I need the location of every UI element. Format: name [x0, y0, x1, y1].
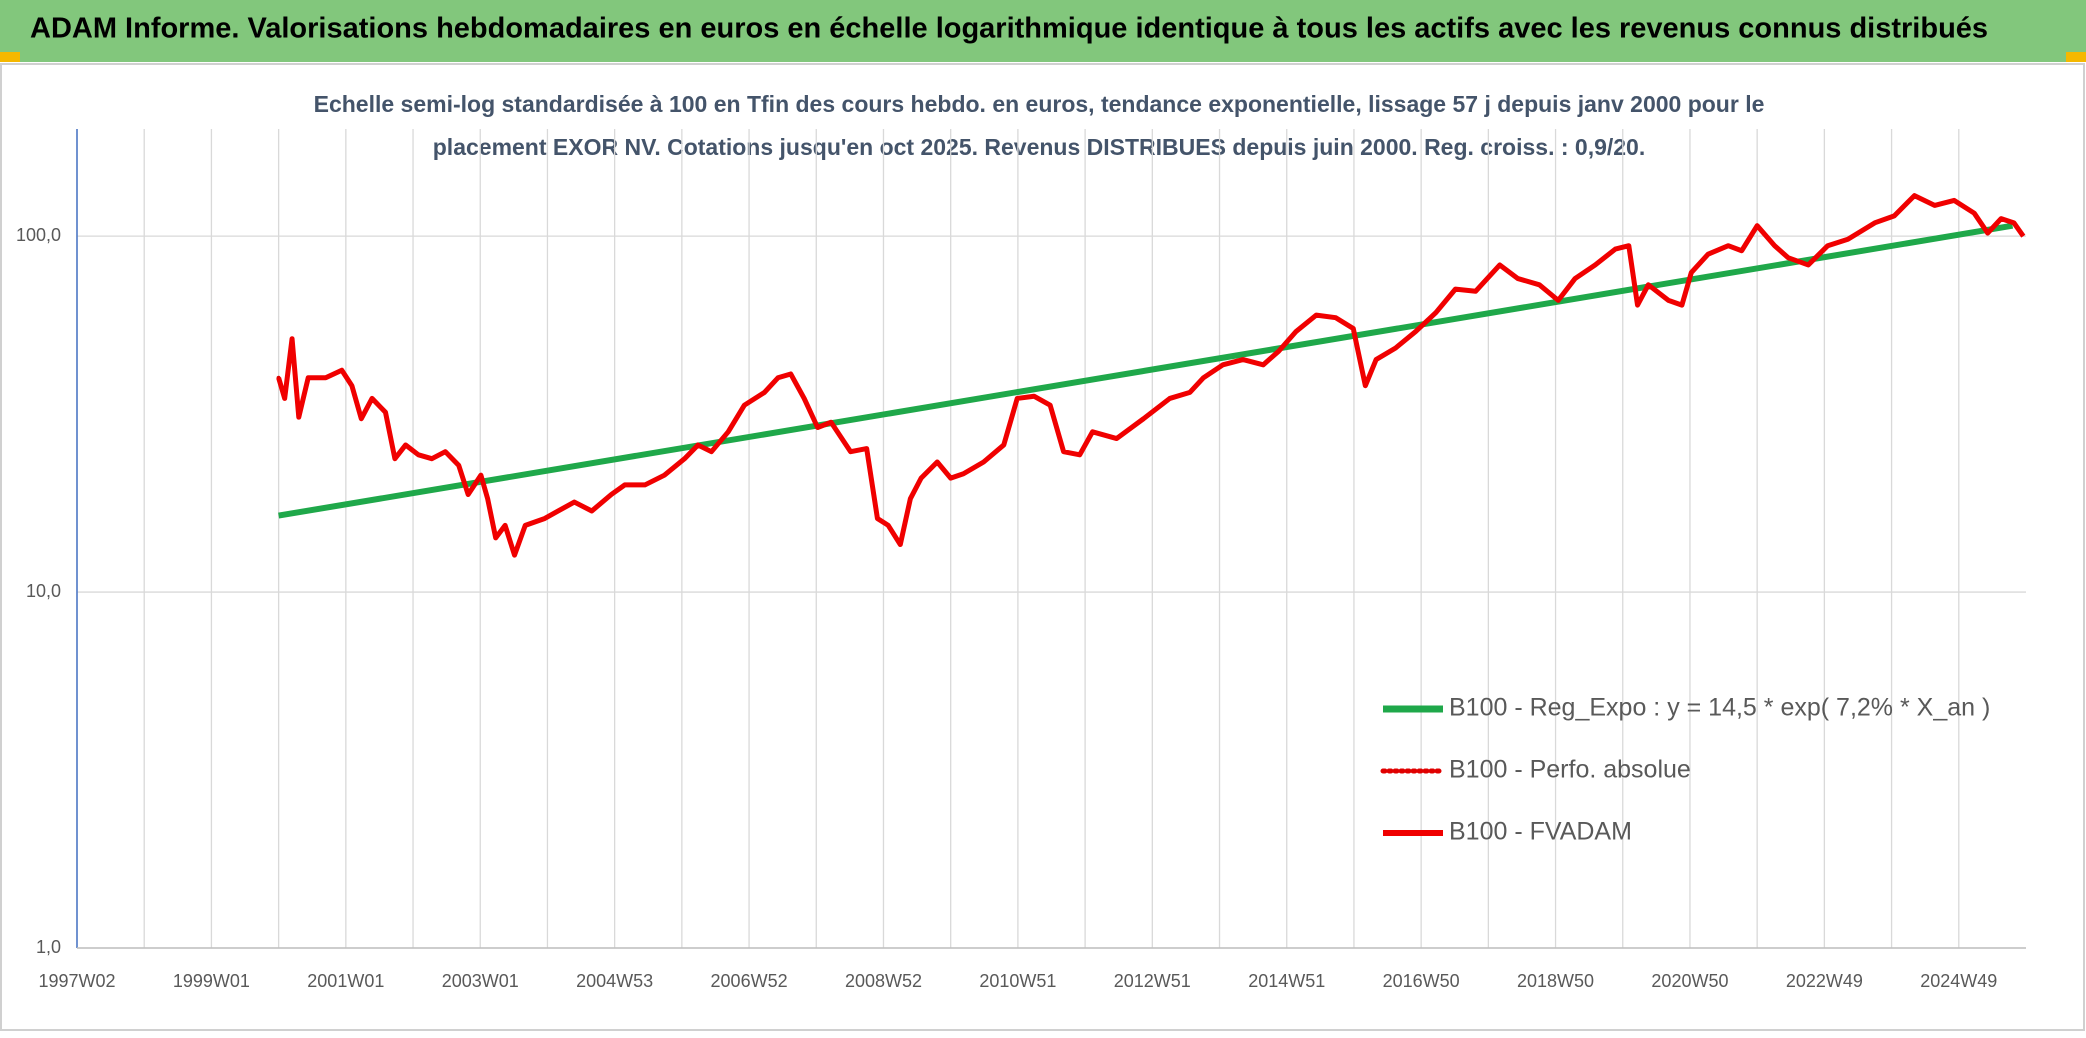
chart-subtitle: placement EXOR NV. Cotations jusqu'en oc…	[433, 134, 1646, 160]
x-tick-label: 2014W51	[1248, 971, 1325, 991]
x-tick-label: 2024W49	[1920, 971, 1997, 991]
y-tick-label: 100,0	[16, 225, 61, 245]
legend-label: B100 - FVADAM	[1449, 818, 1632, 846]
y-tick-label: 1,0	[36, 937, 61, 957]
x-tick-label: 1999W01	[173, 971, 250, 991]
chart-title: ADAM Informe. Valorisations hebdomadaire…	[30, 13, 1988, 45]
data-line	[278, 222, 2014, 519]
x-tick-label: 2010W51	[979, 971, 1056, 991]
x-tick-label: 2016W50	[1383, 971, 1460, 991]
title-bar	[0, 0, 2086, 62]
corner-mark	[0, 52, 20, 62]
x-tick-label: 2020W50	[1651, 971, 1728, 991]
x-tick-label: 2018W50	[1517, 971, 1594, 991]
x-tick-label: 1997W02	[38, 971, 115, 991]
x-tick-label: 2006W52	[711, 971, 788, 991]
chart-frame	[0, 63, 2085, 1031]
data-line	[276, 193, 2026, 558]
x-tick-label: 2022W49	[1786, 971, 1863, 991]
corner-mark	[2066, 52, 2086, 62]
chart-subtitle: Echelle semi-log standardisée à 100 en T…	[314, 91, 1765, 117]
x-tick-label: 2003W01	[442, 971, 519, 991]
x-tick-label: 2004W53	[576, 971, 653, 991]
legend-label: B100 - Perfo. absolue	[1449, 756, 1691, 784]
x-tick-label: 2008W52	[845, 971, 922, 991]
x-tick-label: 2012W51	[1114, 971, 1191, 991]
x-tick-label: 2001W01	[307, 971, 384, 991]
legend-label: B100 - Reg_Expo : y = 14,5 * exp( 7,2% *…	[1449, 694, 1990, 722]
y-tick-label: 10,0	[26, 581, 61, 601]
